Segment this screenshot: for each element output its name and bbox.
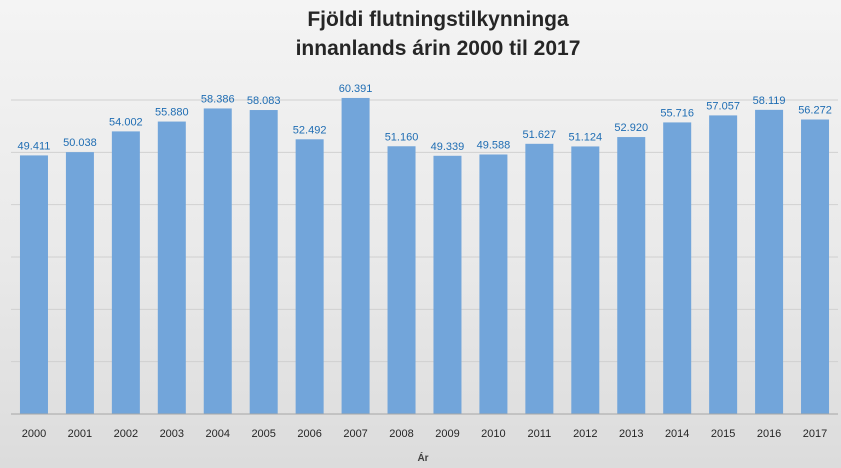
data-label-2000: 49.411 bbox=[18, 140, 51, 152]
bar-2015 bbox=[709, 115, 738, 414]
bar-2016 bbox=[755, 109, 784, 414]
data-label-2012: 51.124 bbox=[568, 131, 602, 143]
data-label-2009: 49.339 bbox=[431, 141, 465, 153]
data-label-2007: 60.391 bbox=[339, 83, 373, 95]
x-tick-label-2003: 2003 bbox=[160, 428, 184, 440]
x-tick-label-2007: 2007 bbox=[343, 428, 367, 440]
bar-2011 bbox=[525, 143, 554, 414]
data-label-2006: 52.492 bbox=[293, 124, 327, 136]
chart-title-line-1: Fjöldi flutningstilkynninga bbox=[307, 8, 569, 31]
data-label-2011: 51.627 bbox=[523, 129, 557, 141]
data-label-2008: 51.160 bbox=[385, 131, 419, 143]
bar-2012 bbox=[571, 146, 600, 415]
bar-2000 bbox=[19, 155, 48, 414]
x-tick-label-2015: 2015 bbox=[711, 428, 735, 440]
bar-2005 bbox=[249, 110, 278, 415]
bar-2017 bbox=[801, 119, 830, 415]
bar-2008 bbox=[387, 146, 416, 414]
data-label-2003: 55.880 bbox=[155, 107, 189, 119]
x-tick-label-2009: 2009 bbox=[435, 428, 459, 440]
x-tick-label-2005: 2005 bbox=[251, 428, 275, 440]
data-label-2017: 56.272 bbox=[798, 105, 832, 117]
bar-2007 bbox=[341, 97, 370, 414]
data-label-2002: 54.002 bbox=[109, 116, 143, 128]
bar-2013 bbox=[617, 137, 646, 414]
data-label-2004: 58.386 bbox=[201, 93, 235, 105]
x-axis-title: Ár bbox=[417, 451, 428, 464]
x-tick-label-2002: 2002 bbox=[114, 428, 138, 440]
x-tick-label-2004: 2004 bbox=[206, 428, 230, 440]
data-label-2013: 52.920 bbox=[614, 122, 648, 134]
x-tick-label-2012: 2012 bbox=[573, 428, 597, 440]
data-label-2001: 50.038 bbox=[63, 137, 97, 149]
bar-2001 bbox=[65, 152, 94, 414]
x-tick-label-2008: 2008 bbox=[389, 428, 413, 440]
chart-title-line-2: innanlands árin 2000 til 2017 bbox=[296, 37, 581, 60]
x-tick-label-2011: 2011 bbox=[528, 428, 552, 440]
bar-2010 bbox=[479, 154, 508, 414]
bars bbox=[19, 97, 830, 415]
x-tick-label-2010: 2010 bbox=[481, 428, 505, 440]
x-tick-label-2016: 2016 bbox=[757, 428, 781, 440]
bar-2002 bbox=[111, 131, 140, 414]
data-label-2016: 58.119 bbox=[753, 95, 786, 107]
data-label-2015: 57.057 bbox=[706, 100, 740, 112]
bar-2009 bbox=[433, 155, 462, 414]
x-tick-label-2013: 2013 bbox=[619, 428, 643, 440]
bar-2003 bbox=[157, 121, 186, 414]
bar-2006 bbox=[295, 139, 324, 414]
x-tick-label-2017: 2017 bbox=[803, 428, 827, 440]
x-tick-label-2000: 2000 bbox=[22, 428, 46, 440]
bar-2014 bbox=[663, 122, 692, 414]
x-tick-label-2001: 2001 bbox=[68, 428, 92, 440]
data-label-2010: 49.588 bbox=[477, 139, 511, 151]
x-tick-labels: 2000 2001 2002 2003 2004 2005 2006 2007 2008 2009… bbox=[22, 428, 828, 440]
gridlines bbox=[11, 99, 838, 363]
data-label-2005: 58.083 bbox=[247, 95, 281, 107]
bar-2004 bbox=[203, 108, 232, 415]
x-tick-label-2006: 2006 bbox=[297, 428, 321, 440]
data-label-2014: 55.716 bbox=[660, 107, 694, 119]
data-labels: 49.411 50.038 54.002 55.880 58.386 58.083 52.4… bbox=[18, 83, 832, 153]
x-tick-label-2014: 2014 bbox=[665, 428, 689, 440]
